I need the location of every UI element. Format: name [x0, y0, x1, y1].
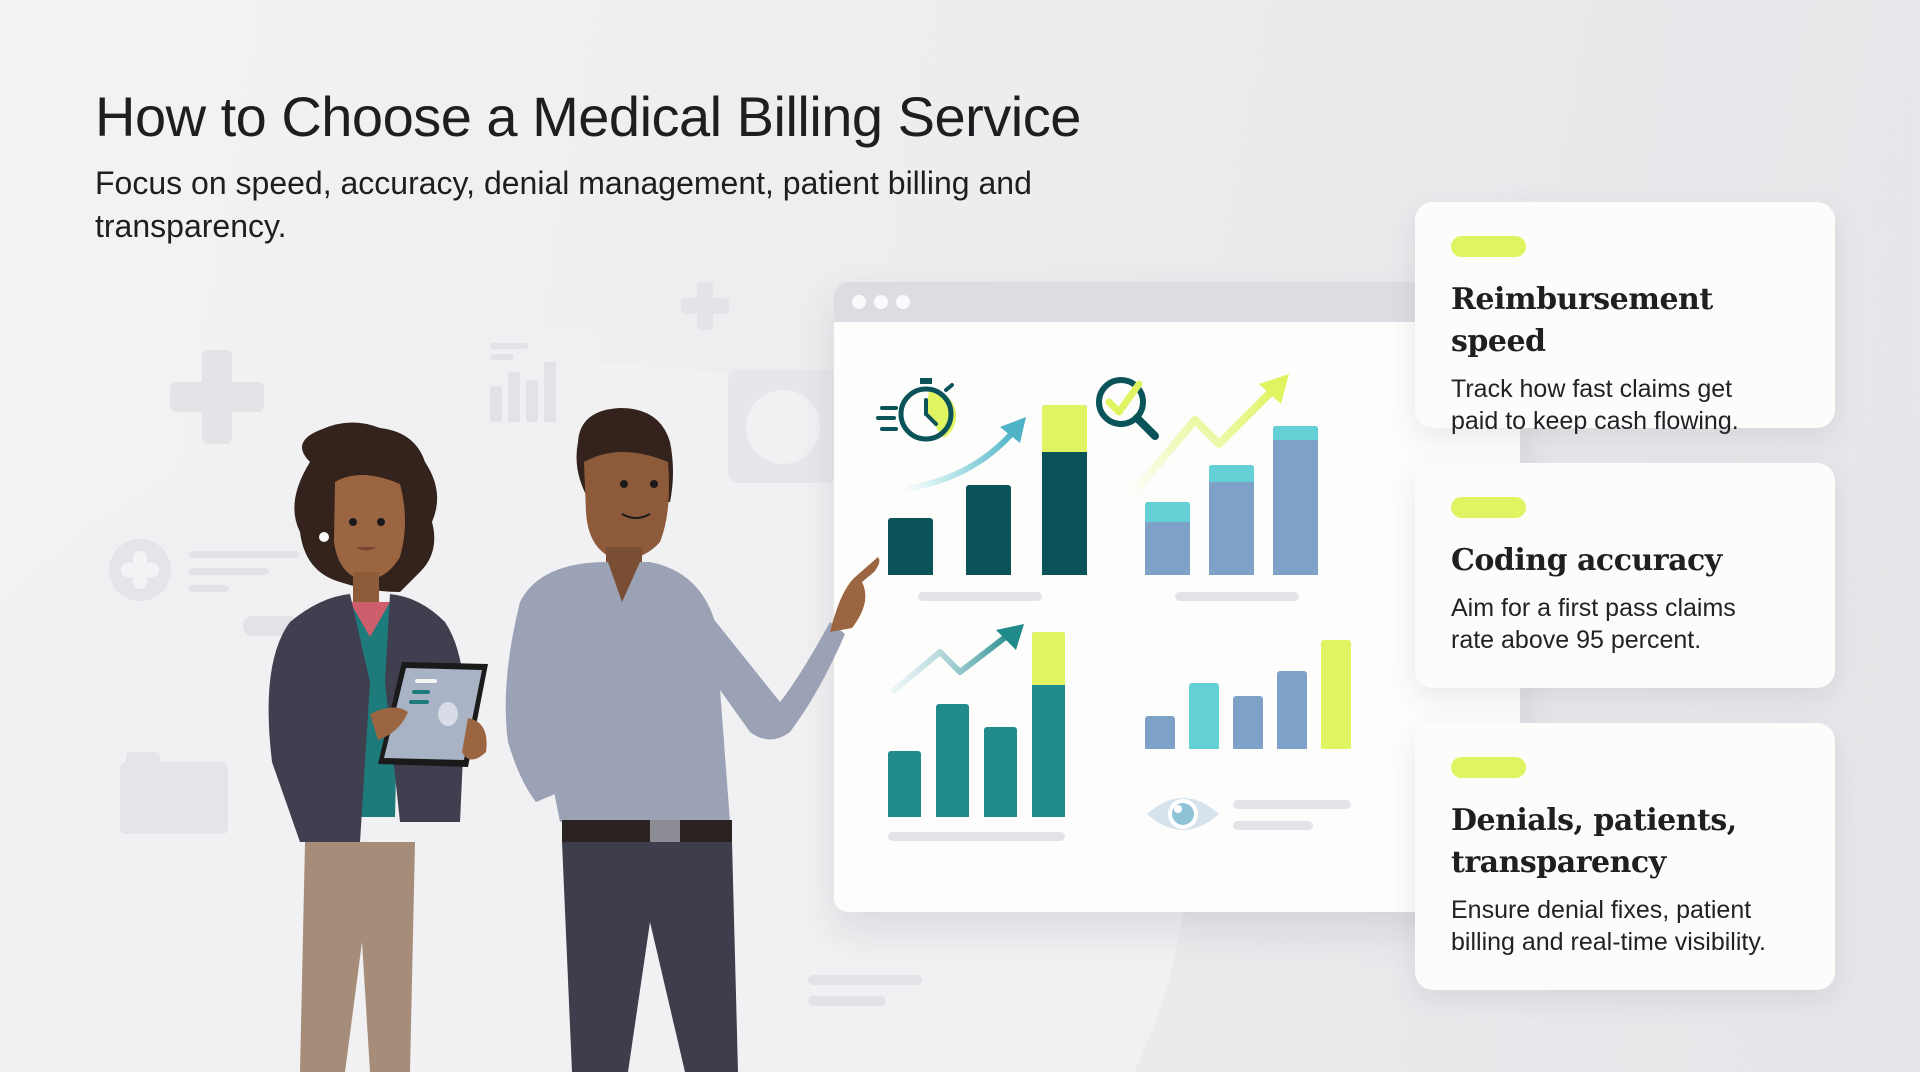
decorative-line [808, 996, 886, 1006]
chart-bar [1273, 426, 1318, 575]
denials-bar-chart [834, 602, 1177, 912]
chart-bar [1145, 716, 1175, 749]
plus-icon [170, 350, 264, 444]
feature-card-reimbursement: Reimbursement speed Track how fast claim… [1415, 202, 1835, 435]
card-title: Coding accuracy [1451, 543, 1722, 578]
card-accent-bar [1451, 236, 1526, 257]
chart-caption [1233, 821, 1313, 830]
chart-bar [1209, 465, 1254, 575]
chart-card-decoration [478, 328, 598, 428]
decorative-line [808, 975, 922, 985]
feature-card-coding-accuracy: Coding accuracy Aim for a first pass cla… [1415, 463, 1835, 688]
window-dot [896, 295, 910, 309]
man-pointing-illustration [505, 408, 880, 1072]
card-body: Track how fast claims get paid to keep c… [1451, 375, 1739, 435]
stopwatch-icon [876, 378, 957, 442]
chart-bar-highlight [1032, 632, 1065, 685]
trend-arrow-icon [903, 417, 1026, 492]
chart-bar [966, 485, 1011, 575]
chart-bar [936, 704, 969, 817]
chart-caption [888, 832, 1065, 841]
page-title: How to Choose a Medical Billing Service [95, 85, 1081, 148]
card-body: Aim for a first pass claims rate above 9… [1451, 594, 1736, 654]
chart-bar-highlight [1042, 405, 1087, 452]
card-accent-bar [1451, 497, 1526, 518]
chart-bar-cap [1209, 465, 1254, 482]
chart-caption [918, 592, 1042, 601]
chart-bar [1189, 683, 1219, 749]
card-body: Ensure denial fixes, patient billing and… [1451, 896, 1766, 956]
feature-card-denials: Denials, patients, transparency Ensure d… [1415, 723, 1835, 990]
plus-icon [681, 282, 729, 330]
page-subtitle: Focus on speed, accuracy, denial managem… [95, 165, 1032, 244]
accuracy-bar-chart [1096, 282, 1520, 602]
card-title: Reimbursement speed [1451, 282, 1713, 359]
medical-record-card-decoration [91, 521, 319, 656]
trend-arrow-icon [1127, 374, 1289, 499]
chart-caption [1233, 800, 1351, 809]
window-dot [852, 295, 866, 309]
chart-bar [888, 518, 933, 575]
card-accent-bar [1451, 757, 1526, 778]
chart-bar [984, 727, 1017, 817]
eye-icon [1147, 798, 1219, 830]
trend-arrow-icon [890, 624, 1024, 695]
chart-bar [1233, 696, 1263, 749]
transparency-bar-chart [1145, 602, 1520, 912]
chart-caption [1175, 592, 1299, 601]
pie-card-decoration [728, 370, 838, 483]
chart-bar-cap [1273, 426, 1318, 440]
window-dot [874, 295, 888, 309]
chart-bar [1321, 640, 1351, 749]
chart-bar [1277, 671, 1307, 749]
window-title-bar [834, 282, 1520, 322]
dashboard-window [834, 282, 1520, 912]
card-title: Denials, patients, transparency [1451, 803, 1737, 880]
magnifier-check-icon [1096, 377, 1159, 440]
speed-bar-chart [834, 282, 1177, 602]
folder-icon [120, 752, 228, 834]
woman-with-tablet-illustration [268, 422, 488, 1072]
chart-bar [888, 751, 921, 817]
chart-bar-cap [1145, 502, 1190, 522]
